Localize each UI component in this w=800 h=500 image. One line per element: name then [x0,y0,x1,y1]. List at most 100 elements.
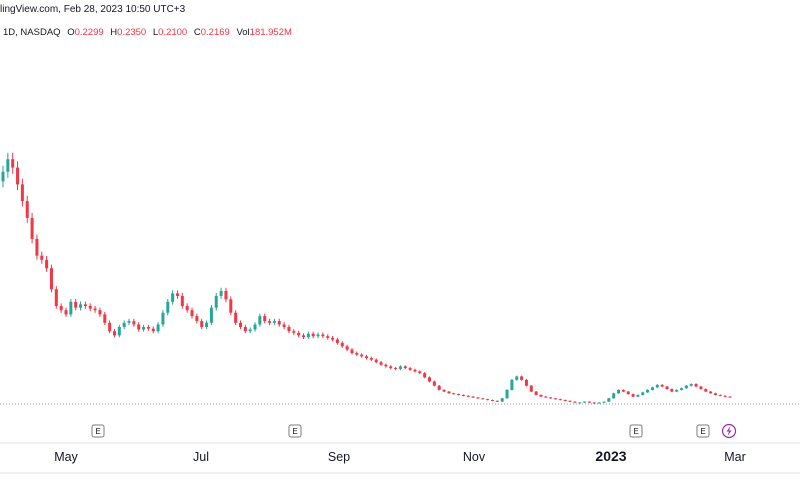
candle-body [510,379,514,390]
candle-body [360,354,364,357]
candle-body [142,326,146,330]
earnings-marker[interactable]: E [629,424,643,438]
candle-body [408,368,412,370]
candle-body [25,201,29,218]
candle-body [660,384,664,387]
candle-body [515,376,519,380]
candle-body [335,339,339,343]
candle-body [16,167,20,185]
candle-body [713,393,717,395]
x-tick-label: May [54,450,78,464]
candle-body [98,310,102,315]
svg-text:E: E [700,427,705,436]
candle-body [481,398,485,400]
candle-body [6,159,10,172]
high-label: H [110,27,118,38]
candle-body [224,290,228,300]
candle-body [331,337,335,340]
candle-body [655,384,659,388]
candle-body [54,289,58,307]
candle-body [132,321,136,325]
candle-body [272,321,276,323]
candle-body [122,322,126,327]
candle-body [30,217,34,239]
candle-body [200,321,204,327]
candle-body [452,393,456,395]
candle-body [646,389,650,393]
candle-body [49,268,53,290]
candle-body [35,238,39,256]
candle-body [398,366,402,369]
candle-body [379,362,383,365]
volume-value: 181.952M [249,27,292,38]
candle-body [689,384,693,386]
candle-body [563,399,567,401]
candle-body [486,399,490,401]
candle-body [185,306,189,311]
x-tick-label: Mar [724,450,746,464]
earnings-marker[interactable]: E [696,424,710,438]
candle-body [699,386,703,390]
candle-body [156,324,160,332]
candle-body [631,394,635,397]
candle-body [403,366,407,369]
candle-body [413,369,417,372]
candle-body [602,401,606,403]
candle-body [437,385,441,390]
candle-body [626,391,630,395]
candle-body [554,398,558,400]
earnings-marker[interactable]: E [91,424,105,438]
low-value: 0.2100 [158,27,188,38]
candle-body [321,334,325,337]
candle-body [301,335,305,338]
candle-body [558,399,562,401]
candle-body [306,333,310,338]
candle-body [587,401,591,403]
candle-body [728,396,732,398]
candle-body [680,388,684,390]
candle-body [345,346,349,350]
lightning-icon[interactable] [721,423,737,439]
chart-header-attribution: lingView.com, Feb 28, 2023 10:50 UTC+3 [0,4,186,15]
candle-body [500,398,504,402]
candle-body [607,398,611,402]
candle-body [355,352,359,355]
high-value: 0.2350 [117,27,147,38]
volume-label: Vol [236,27,250,38]
x-tick-label: 2023 [595,448,626,464]
candle-body [326,336,330,338]
candle-body [534,391,538,395]
low-label: L [152,27,159,38]
candle-body [476,397,480,399]
candle-body [40,255,44,260]
interval-exchange-label: 1D, NASDAQ [3,27,61,38]
earnings-marker[interactable]: E [288,424,302,438]
svg-text:E: E [95,427,100,436]
candle-body [461,394,465,396]
candle-body [457,394,461,396]
candle-body [374,359,378,363]
candle-body [544,396,548,398]
x-axis-labels: May Jul Sep Nov 2023 Mar [54,448,746,464]
candle-body [495,400,499,402]
candle-body [418,371,422,374]
candle-body [704,389,708,392]
candle-body [268,321,272,323]
candle-body [597,402,601,404]
x-tick-label: Sep [328,450,350,464]
open-value: 0.2299 [74,27,104,38]
svg-text:E: E [292,427,297,436]
candle-body [64,310,68,315]
candle-body [258,316,262,325]
candle-body [316,334,320,337]
candle-body [74,301,78,308]
candle-body [83,304,87,307]
candle-body [171,293,175,302]
candle-body [709,391,713,394]
candle-body [219,290,223,296]
candle-body [287,326,291,332]
candle-body [137,324,141,330]
candle-body [505,389,509,399]
